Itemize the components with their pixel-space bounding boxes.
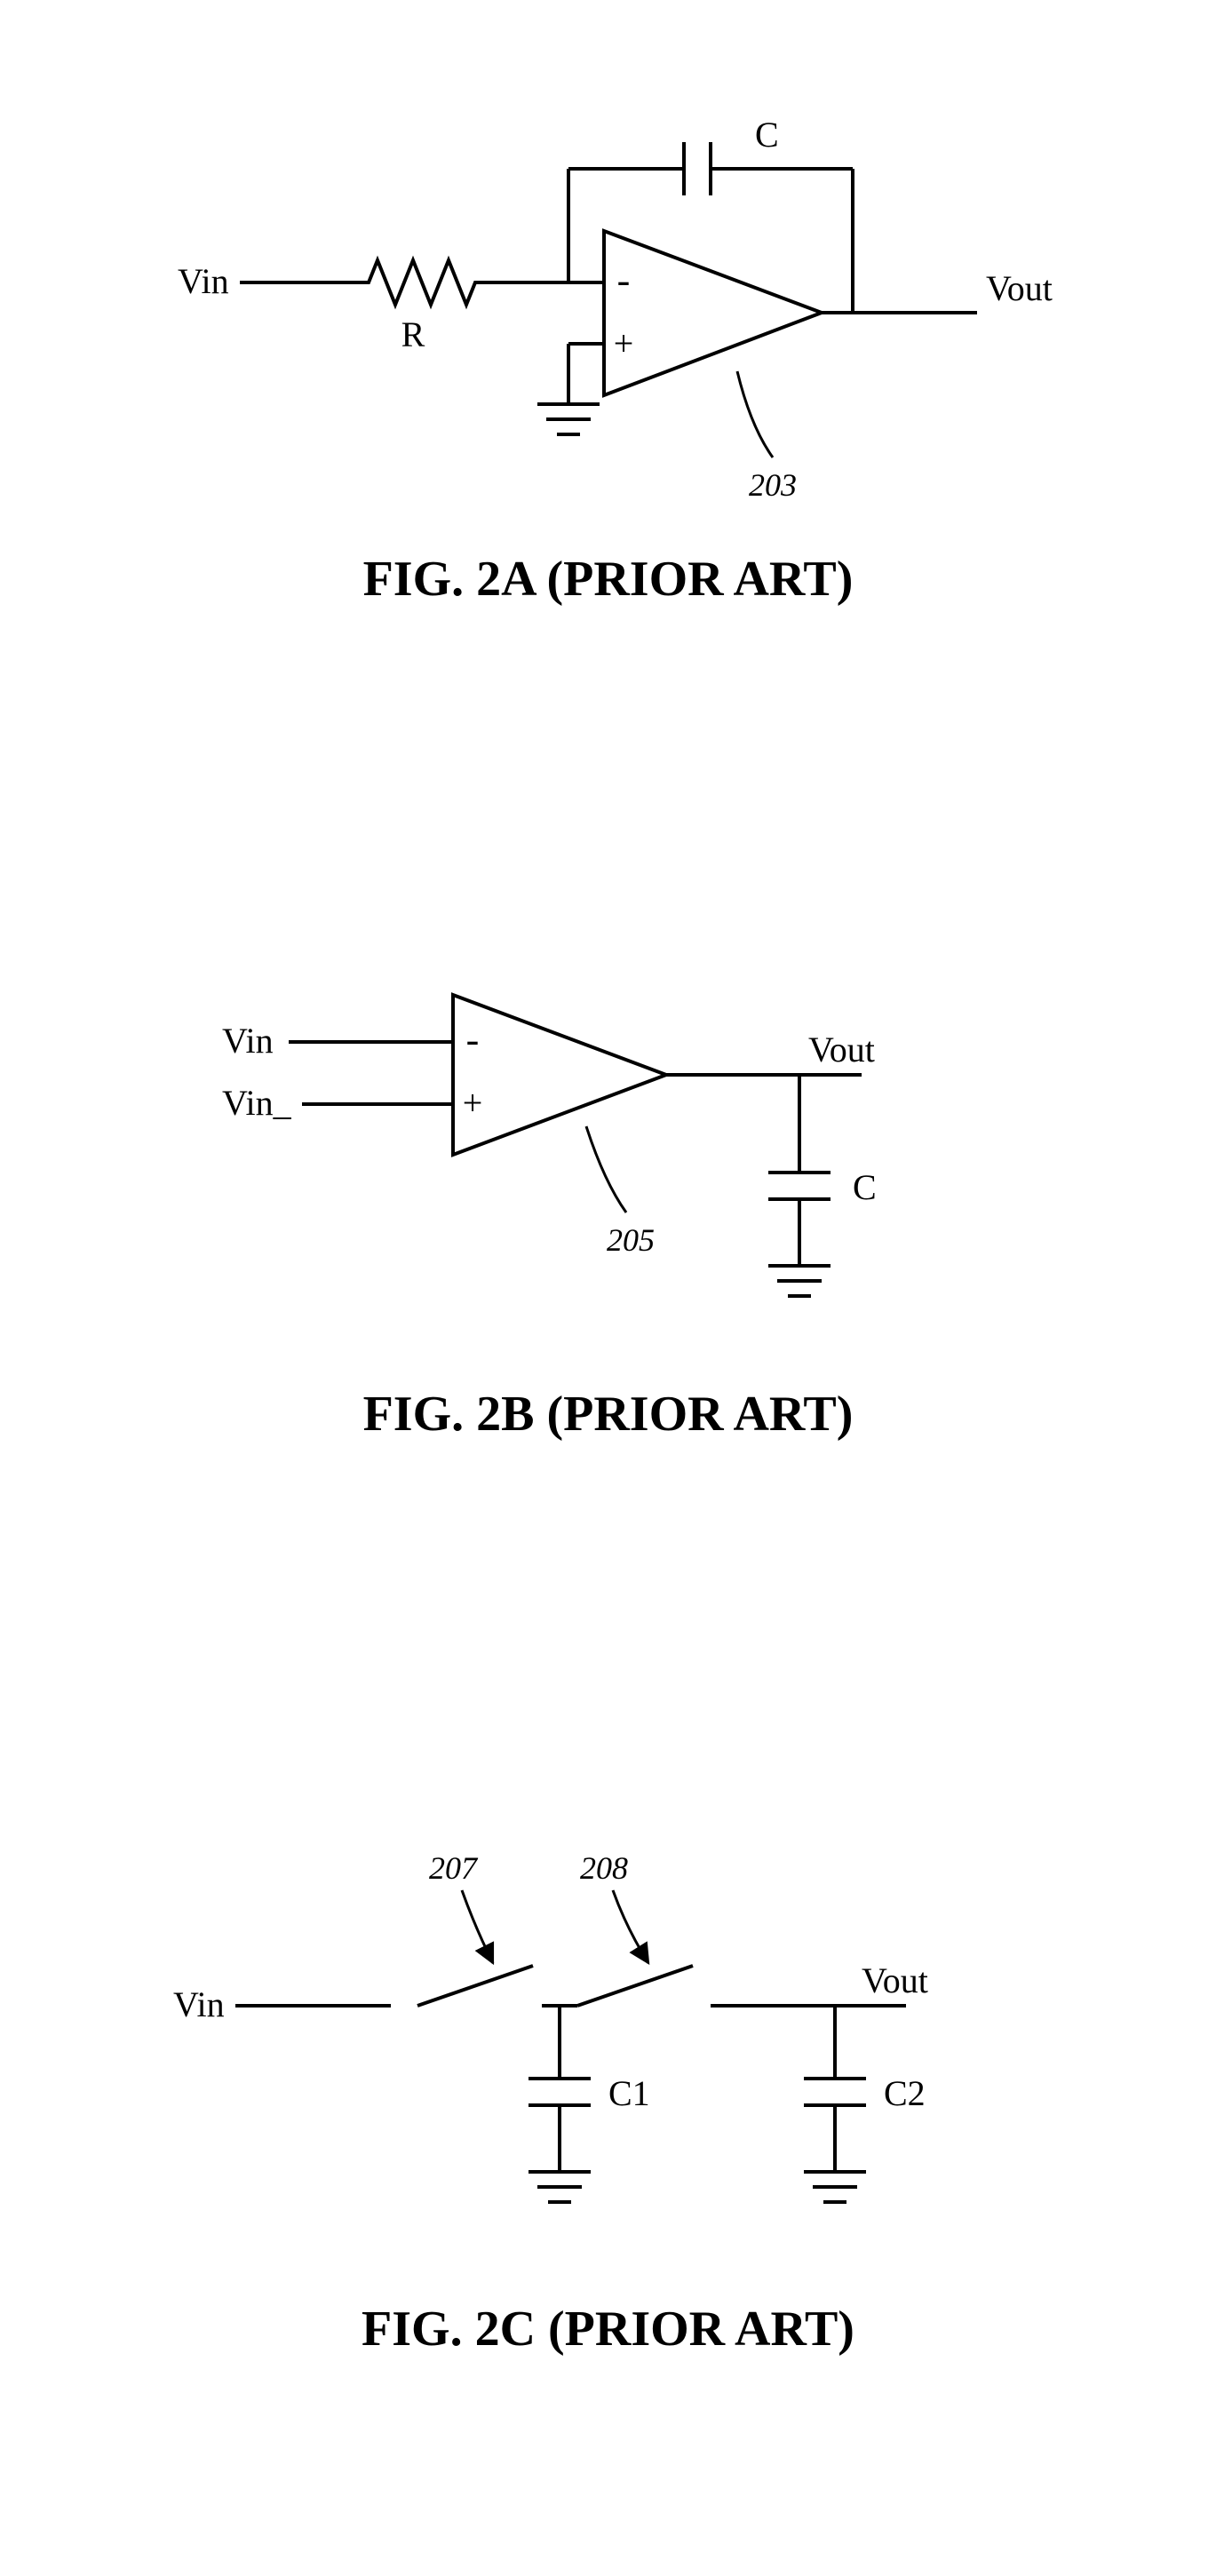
ref205: 205 xyxy=(607,1222,655,1258)
opamp-minus: - xyxy=(617,258,631,302)
ref207: 207 xyxy=(429,1850,479,1886)
vin-label: Vin xyxy=(173,1984,225,2024)
ref205-leader xyxy=(586,1126,626,1212)
page: Vin R C - + xyxy=(0,0,1216,2576)
fig2a-svg: Vin R C - + xyxy=(0,53,1216,551)
ref208-leader xyxy=(613,1890,648,1963)
sw2-arm xyxy=(577,1966,693,2006)
fig2a-caption: FIG. 2A (PRIOR ART) xyxy=(0,551,1216,608)
fig2c-caption: FIG. 2C (PRIOR ART) xyxy=(0,2301,1216,2357)
fig2b-svg: Vin Vin_ - + Vout C xyxy=(0,915,1216,1412)
ref203: 203 xyxy=(749,467,797,503)
opamp-triangle xyxy=(604,231,822,395)
vout-label: Vout xyxy=(808,1030,875,1069)
r-label: R xyxy=(401,314,425,354)
vout-label: Vout xyxy=(986,268,1053,308)
vinbar-label-base: Vin_ xyxy=(222,1083,292,1123)
vinbar-text: Vin_ xyxy=(222,1083,292,1123)
ref208: 208 xyxy=(580,1850,628,1886)
fig2c-svg: Vin C1 Vout xyxy=(0,1777,1216,2327)
opamp-minus: - xyxy=(466,1018,480,1061)
c-label: C xyxy=(755,115,779,155)
vout-label: Vout xyxy=(862,1960,928,2000)
fig2b-caption: FIG. 2B (PRIOR ART) xyxy=(0,1386,1216,1443)
figure-2c: Vin C1 Vout xyxy=(0,1777,1216,2469)
ref207-leader xyxy=(462,1890,493,1963)
c-label: C xyxy=(853,1167,877,1207)
opamp-plus: + xyxy=(463,1083,483,1123)
c2-label: C2 xyxy=(884,2073,926,2113)
opamp-plus: + xyxy=(614,323,634,363)
resistor xyxy=(355,260,497,305)
figure-2a: Vin R C - + xyxy=(0,53,1216,693)
figure-2b: Vin Vin_ - + Vout C xyxy=(0,915,1216,1554)
c1-label: C1 xyxy=(608,2073,650,2113)
opamp-triangle xyxy=(453,995,666,1155)
sw1-arm xyxy=(417,1966,533,2006)
vin-label: Vin xyxy=(178,261,229,301)
vin-label: Vin xyxy=(222,1021,274,1061)
ref203-leader xyxy=(737,371,773,457)
